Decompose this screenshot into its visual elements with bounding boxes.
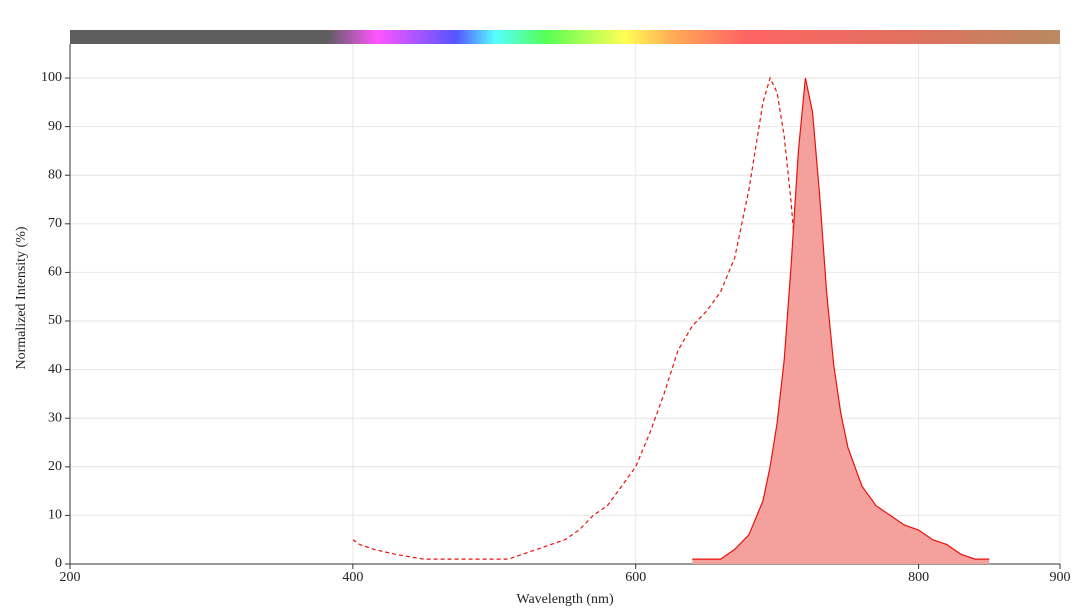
spectrum-bar [70,30,1060,44]
y-tick-label: 30 [48,410,62,425]
y-tick-label: 80 [48,167,62,182]
y-axis-label: Normalized Intensity (%) [14,226,29,369]
line [352,76,905,560]
y-tick-label: 50 [48,313,62,328]
y-tick-label: 70 [48,216,62,231]
y-tick-label: 10 [48,508,62,523]
x-tick-label: 600 [625,570,646,585]
y-tick-label: 40 [48,362,62,377]
x-tick-label: 400 [342,570,363,585]
y-tick-label: 90 [48,119,62,134]
x-tick-label: 200 [60,570,81,585]
x-axis-label: Wavelength (nm) [516,592,614,607]
area [692,78,990,564]
y-tick-label: 60 [48,265,62,280]
line [692,77,990,560]
x-tick-label: 800 [908,570,929,585]
y-tick-label: 100 [41,70,62,85]
y-tick-label: 20 [48,459,62,474]
x-tick-label: 900 [1050,570,1071,585]
y-tick-label: 0 [55,556,62,571]
